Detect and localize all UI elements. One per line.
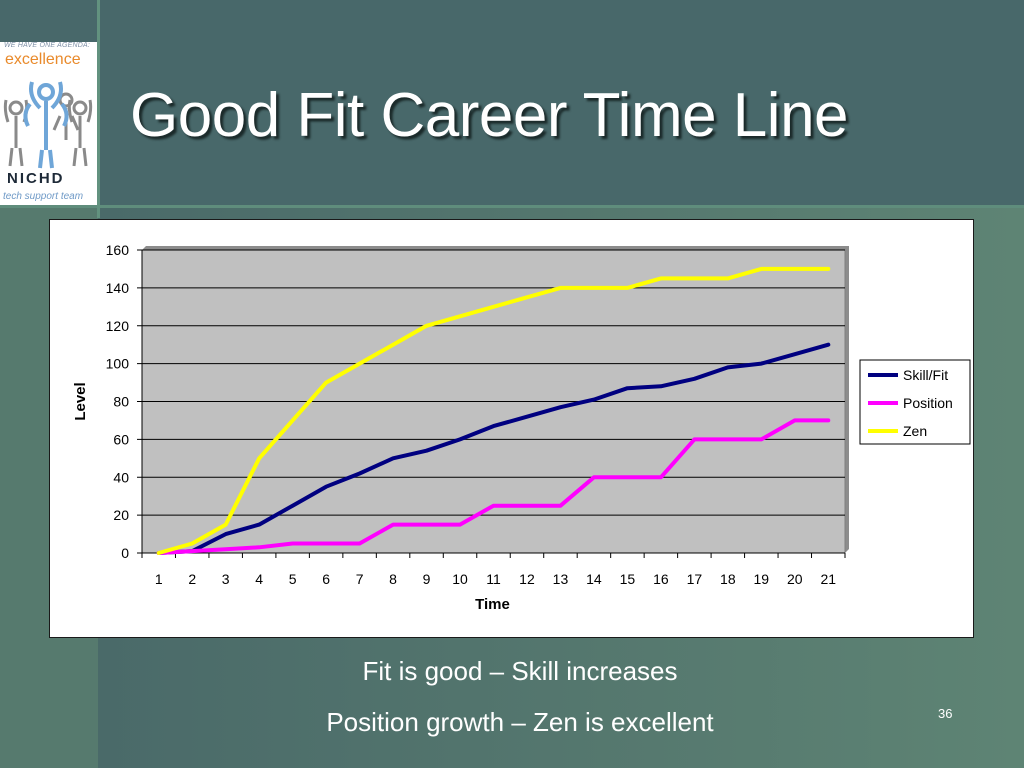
legend-label: Zen	[903, 423, 927, 439]
x-tick-label: 18	[720, 571, 736, 587]
series-line-position	[156, 418, 831, 555]
x-tick-label: 20	[787, 571, 803, 587]
x-tick-label: 4	[255, 571, 263, 587]
y-tick-label: 0	[121, 545, 129, 561]
x-tick-label: 1	[155, 571, 163, 587]
chart-container: 0 20 40 60 80 100 120 140 160 1 2 3 4 5 6 7 8 9 10 11 12 13 14…	[49, 219, 974, 638]
nichd-logo: WE HAVE ONE AGENDA: excellence NICHD tec…	[0, 42, 97, 205]
series-line-zen	[156, 266, 831, 555]
y-axis-title: Level	[72, 382, 89, 420]
series-line-skill-fit	[156, 342, 831, 555]
y-tick-label: 60	[113, 431, 129, 447]
x-tick-label: 15	[620, 571, 636, 587]
x-tick-label: 17	[687, 571, 703, 587]
y-tick-label: 100	[106, 356, 130, 372]
logo-word: excellence	[5, 51, 81, 68]
x-tick-label: 16	[653, 571, 669, 587]
y-tick-label: 80	[113, 394, 129, 410]
x-tick-label: 21	[820, 571, 836, 587]
y-tick-label: 160	[106, 242, 130, 258]
y-tick-label: 20	[113, 507, 129, 523]
legend-label: Skill/Fit	[903, 367, 948, 383]
logo-tagline: WE HAVE ONE AGENDA:	[4, 42, 91, 49]
x-tick-label: 2	[188, 571, 196, 587]
y-tick-label: 40	[113, 469, 129, 485]
x-tick-label: 8	[389, 571, 397, 587]
slide-title: Good Fit Career Time Line	[130, 81, 849, 150]
header-band	[0, 0, 1024, 207]
people-figures-icon	[3, 81, 93, 169]
x-tick-label: 7	[356, 571, 364, 587]
x-tick-label: 11	[486, 571, 501, 587]
y-tick-label: 120	[106, 318, 130, 334]
x-tick-label: 14	[586, 571, 602, 587]
x-tick-label: 9	[423, 571, 431, 587]
header-divider-line	[0, 205, 1024, 208]
x-tick-label: 19	[754, 571, 770, 587]
caption-line-1: Fit is good – Skill increases	[362, 656, 678, 686]
logo-divider-line	[97, 0, 100, 218]
x-tick-label: 13	[553, 571, 569, 587]
caption-line-2: Position growth – Zen is excellent	[326, 707, 714, 737]
x-tick-label: 3	[222, 571, 230, 587]
x-tick-label: 10	[452, 571, 468, 587]
x-tick-label: 6	[322, 571, 330, 587]
logo-subtitle: tech support team	[3, 191, 84, 202]
logo-name: NICHD	[7, 170, 65, 187]
y-tick-label: 140	[106, 280, 130, 296]
x-tick-label: 5	[289, 571, 297, 587]
x-axis-title: Time	[475, 596, 510, 613]
legend-label: Position	[903, 395, 953, 411]
slide-number: 36	[938, 706, 953, 721]
x-tick-label: 12	[519, 571, 535, 587]
